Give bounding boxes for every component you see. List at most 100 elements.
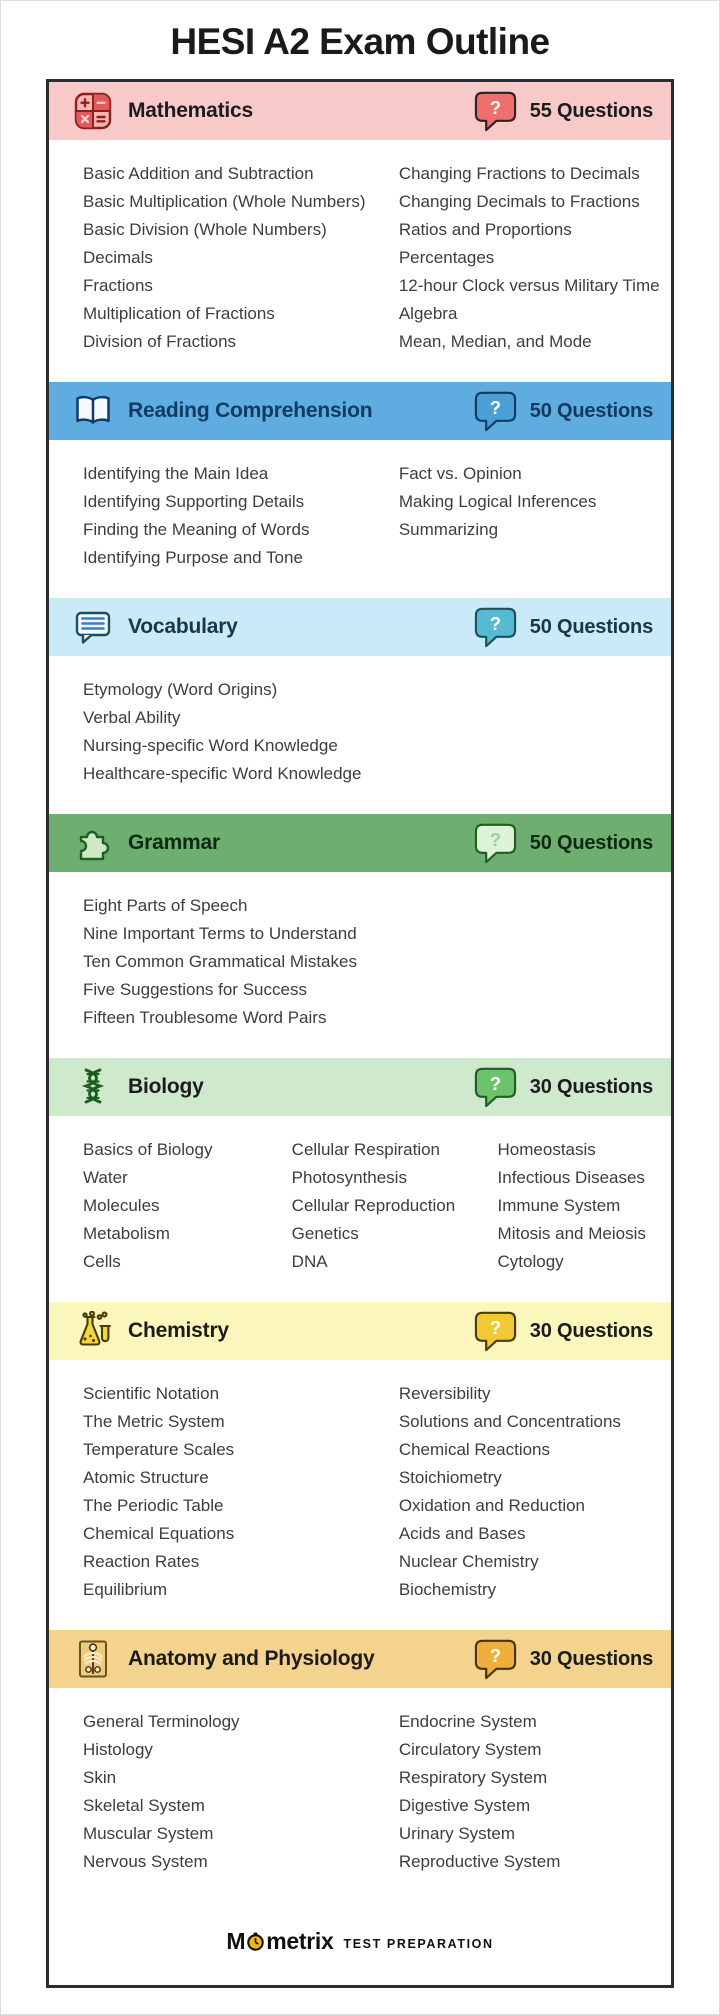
section-vocabulary: Vocabulary ? 50 Questions Etymology (Word…: [49, 598, 671, 814]
section-biology: Biology ? 30 Questions Basics of Biology W…: [49, 1058, 671, 1302]
topic-item: Changing Fractions to Decimals: [398, 164, 640, 183]
topic-item: Ten Common Grammatical Mistakes: [83, 952, 357, 971]
topic-item: Ratios and Proportions: [398, 220, 572, 239]
footer-tagline: TEST PREPARATION: [343, 1936, 494, 1951]
topic-list: Etymology (Word Origins) Verbal Ability Nu…: [49, 656, 671, 814]
topic-item: Etymology (Word Origins): [83, 680, 278, 699]
section-title: Chemistry: [128, 1319, 229, 1342]
topic-list: Identifying the Main Idea Identifying Sup…: [49, 440, 671, 598]
section-header-vocabulary: Vocabulary ? 50 Questions: [49, 598, 671, 656]
topic-item: Cellular Respiration: [291, 1140, 441, 1159]
topic-list: Eight Parts of Speech Nine Important Term…: [49, 872, 671, 1058]
topic-column: Endocrine System Circulatory System Respir…: [399, 1708, 647, 1876]
topic-item: Basic Division (Whole Numbers): [83, 220, 327, 239]
section-reading-comprehension: Reading Comprehension ? 50 Questions Iden…: [49, 382, 671, 598]
section-header-grammar: Grammar ? 50 Questions: [49, 814, 671, 872]
section-header-anatomy-and-physiology: Anatomy and Physiology ? 30 Questions: [49, 1630, 671, 1688]
topic-item: Fact vs. Opinion: [398, 464, 522, 483]
topic-item: General Terminology: [83, 1712, 240, 1731]
topic-item: Infectious Diseases: [497, 1168, 645, 1187]
section-title: Biology: [128, 1075, 204, 1098]
question-bubble-icon: ?: [474, 91, 517, 132]
topic-item: 12-hour Clock versus Military Time: [398, 276, 660, 295]
topic-column: Identifying the Main Idea Identifying Sup…: [83, 460, 399, 572]
topic-column: Fact vs. Opinion Making Logical Inference…: [399, 460, 647, 572]
topic-column: Etymology (Word Origins) Verbal Ability Nu…: [83, 676, 647, 788]
topic-item: Eight Parts of Speech: [83, 896, 248, 915]
topic-item: Immune System: [497, 1196, 621, 1215]
topic-item: Molecules: [83, 1196, 160, 1215]
topic-item: The Metric System: [83, 1412, 225, 1431]
section-anatomy-and-physiology: Anatomy and Physiology ? 30 Questions Gen…: [49, 1630, 671, 1902]
topic-item: Histology: [83, 1740, 153, 1759]
topic-column: Eight Parts of Speech Nine Important Term…: [83, 892, 647, 1032]
topic-item: Cytology: [497, 1252, 564, 1271]
topic-column: Scientific Notation The Metric System Temp…: [83, 1380, 399, 1604]
topic-item: Identifying Purpose and Tone: [83, 548, 303, 567]
topic-item: Percentages: [398, 248, 495, 267]
question-count: 55 Questions: [529, 99, 653, 122]
topic-item: Cells: [83, 1252, 121, 1271]
topic-item: Oxidation and Reduction: [398, 1496, 586, 1515]
topic-item: Metabolism: [83, 1224, 170, 1243]
question-count-group: ? 30 Questions: [474, 1311, 653, 1352]
topic-item: The Periodic Table: [83, 1496, 224, 1515]
question-count-group: ? 30 Questions: [474, 1067, 653, 1108]
topic-item: Verbal Ability: [83, 708, 181, 727]
topic-item: Circulatory System: [398, 1740, 542, 1759]
dna-icon: [73, 1067, 113, 1107]
svg-text:?: ?: [490, 1072, 501, 1093]
topic-list: Scientific Notation The Metric System Temp…: [49, 1360, 671, 1630]
topic-item: Basic Addition and Subtraction: [83, 164, 314, 183]
topic-item: Nervous System: [83, 1852, 208, 1871]
topic-item: Basic Multiplication (Whole Numbers): [83, 192, 366, 211]
section-mathematics: Mathematics ? 55 Questions Basic Addition…: [49, 82, 671, 382]
topic-item: Acids and Bases: [398, 1524, 526, 1543]
topic-item: Making Logical Inferences: [398, 492, 597, 511]
topic-item: Healthcare-specific Word Knowledge: [83, 764, 362, 783]
topic-column: Cellular Respiration Photosynthesis Cellul…: [292, 1136, 498, 1276]
topic-item: Summarizing: [398, 520, 499, 539]
topic-item: Chemical Equations: [83, 1524, 235, 1543]
topic-item: Mitosis and Meiosis: [497, 1224, 646, 1243]
topic-item: Chemical Reactions: [398, 1440, 551, 1459]
infographic-card: Mathematics ? 55 Questions Basic Addition…: [46, 79, 674, 1988]
topic-item: Stoichiometry: [398, 1468, 502, 1487]
topic-item: Reversibility: [398, 1384, 491, 1403]
topic-item: Nuclear Chemistry: [398, 1552, 539, 1571]
question-count-group: ? 50 Questions: [474, 391, 653, 432]
question-bubble-icon: ?: [474, 823, 517, 864]
topic-item: Skeletal System: [83, 1796, 205, 1815]
brand-rest: metrix: [266, 1928, 334, 1954]
section-title: Mathematics: [128, 99, 254, 122]
brand-m: M: [226, 1928, 246, 1954]
speech-bubble-lines-icon: [73, 607, 113, 647]
topic-item: Decimals: [83, 248, 153, 267]
svg-text:?: ?: [490, 1644, 501, 1665]
topic-column: Basic Addition and Subtraction Basic Mult…: [83, 160, 399, 356]
topic-item: Cellular Reproduction: [291, 1196, 456, 1215]
svg-text:?: ?: [490, 612, 501, 633]
question-count-group: ? 50 Questions: [474, 607, 653, 648]
footer: M metrix TEST PREPARATION: [49, 1902, 671, 1985]
question-bubble-icon: ?: [474, 1311, 517, 1352]
topic-item: Homeostasis: [497, 1140, 596, 1159]
topic-item: Biochemistry: [398, 1580, 497, 1599]
topic-item: Fifteen Troublesome Word Pairs: [83, 1008, 327, 1027]
section-title: Reading Comprehension: [128, 399, 373, 422]
chemistry-flask-icon: [73, 1311, 113, 1351]
topic-column: Homeostasis Infectious Diseases Immune Sys…: [498, 1136, 647, 1276]
question-bubble-icon: ?: [474, 1067, 517, 1108]
topic-item: Genetics: [291, 1224, 359, 1243]
question-bubble-icon: ?: [474, 391, 517, 432]
topic-list: Basics of Biology Water Molecules Metabolis…: [49, 1116, 671, 1302]
question-count-group: ? 30 Questions: [474, 1639, 653, 1680]
open-book-icon: [73, 391, 113, 431]
topic-item: Respiratory System: [398, 1768, 548, 1787]
topic-item: Scientific Notation: [83, 1384, 220, 1403]
svg-text:?: ?: [490, 396, 501, 417]
svg-text:?: ?: [490, 96, 501, 117]
topic-list: General Terminology Histology Skin Skeletal…: [49, 1688, 671, 1902]
section-header-biology: Biology ? 30 Questions: [49, 1058, 671, 1116]
topic-list: Basic Addition and Subtraction Basic Mult…: [49, 140, 671, 382]
